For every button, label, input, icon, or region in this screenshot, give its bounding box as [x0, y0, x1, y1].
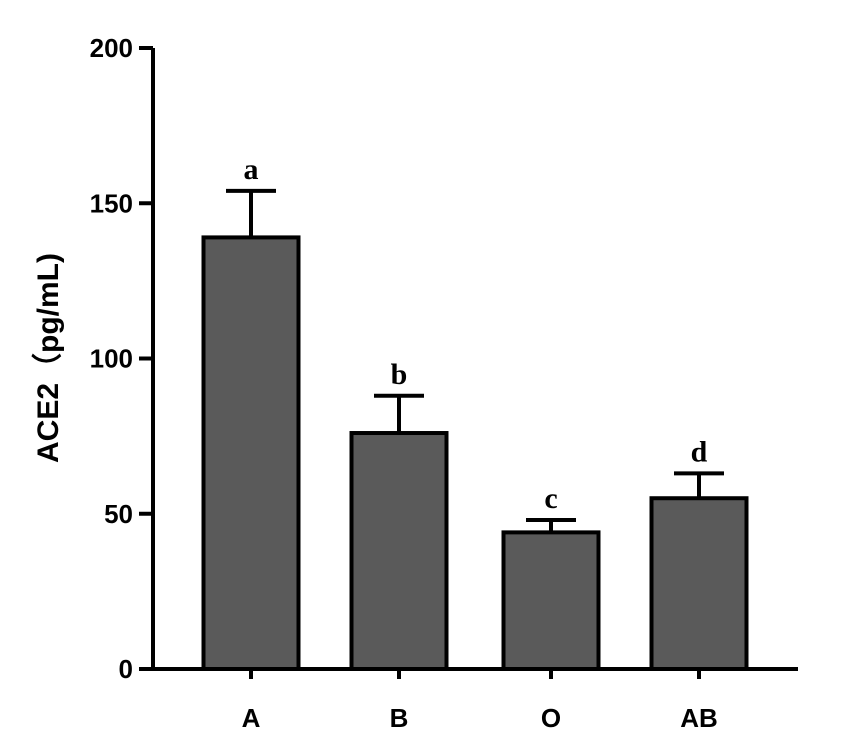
bar-b [349, 431, 449, 671]
y-tick-label: 0 [119, 654, 133, 684]
y-tick-label: 100 [90, 344, 133, 374]
significance-label: c [544, 482, 557, 515]
x-tick-label: O [541, 703, 561, 733]
significance-label: a [244, 153, 259, 186]
significance-label: b [391, 358, 408, 391]
y-tick-label: 150 [90, 188, 133, 218]
labels: 0 50 100 150 200 Aa Bb Oc AB d [90, 33, 718, 733]
bar-a [201, 235, 301, 671]
significance-label: d [691, 435, 708, 468]
bar-ab [649, 496, 749, 671]
x-tick-label: B [390, 703, 409, 733]
bars [201, 188, 749, 671]
y-tick-label: 50 [104, 499, 133, 529]
x-tick-label: A [242, 703, 261, 733]
y-tick-label: 200 [90, 33, 133, 63]
y-axis-title: ACE2（pg/mL) [31, 253, 65, 463]
x-tick-label: AB [680, 703, 718, 733]
bar-o [501, 530, 601, 671]
